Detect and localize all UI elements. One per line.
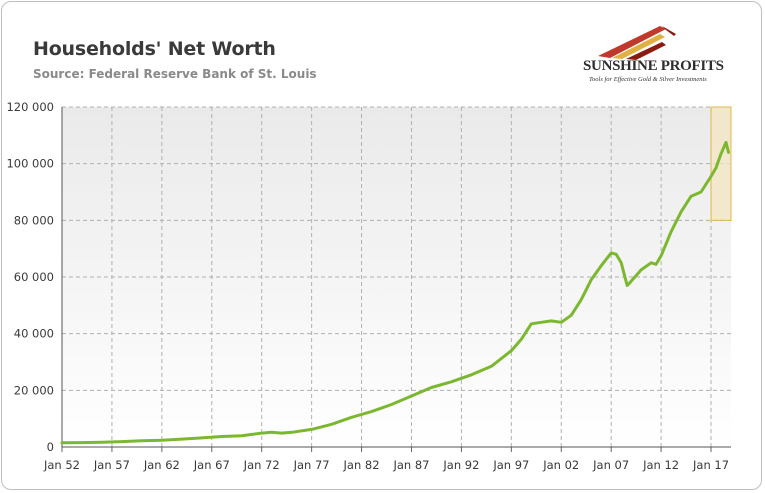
logo-tagline: Tools for Effective Gold & Silver Invest… [589,76,707,83]
x-tick-label: Jan 72 [243,458,280,472]
x-tick-label: Jan 77 [293,458,330,472]
highlight-box [710,106,732,221]
x-tick-label: Jan 12 [642,458,679,472]
x-tick-label: Jan 52 [43,458,80,472]
chart-title: Households' Net Worth [33,38,276,60]
x-tick-label: Jan 07 [592,458,629,472]
x-tick-label: Jan 82 [343,458,380,472]
y-tick-label: 20 000 [14,383,54,397]
y-tick-label: 40 000 [14,327,54,341]
x-tick-label: Jan 67 [193,458,230,472]
sunshine-profits-logo-icon [598,26,676,60]
plot-area [62,107,731,447]
y-tick-label: 80 000 [14,213,54,227]
y-tick-label: 0 [47,440,54,454]
x-tick-label: Jan 97 [492,458,529,472]
x-tick-label: Jan 17 [692,458,729,472]
y-tick-label: 120 000 [6,100,54,114]
series-line [60,140,730,445]
x-tick-label: Jan 92 [442,458,479,472]
logo-name: SUNSHINE PROFITS [583,58,724,74]
y-tick-label: 100 000 [6,157,54,171]
y-tick-label: 60 000 [14,270,54,284]
x-tick-label: Jan 02 [542,458,579,472]
x-tick-label: Jan 62 [143,458,180,472]
chart-subtitle: Source: Federal Reserve Bank of St. Loui… [33,67,317,81]
x-tick-label: Jan 87 [392,458,429,472]
x-tick-label: Jan 57 [93,458,130,472]
